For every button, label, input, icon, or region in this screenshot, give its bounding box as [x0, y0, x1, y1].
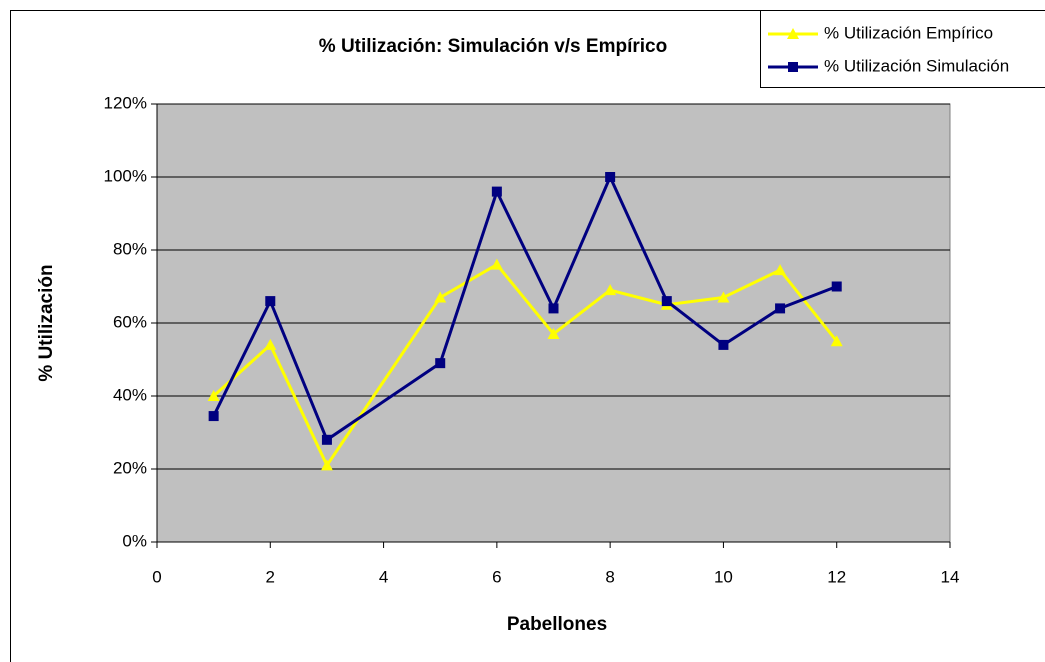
marker [435, 358, 446, 369]
marker [321, 434, 332, 445]
marker [605, 172, 616, 182]
x-tick-label: 14 [941, 567, 960, 586]
marker [787, 28, 799, 39]
marker [547, 327, 560, 339]
marker [661, 296, 672, 307]
marker [320, 459, 333, 471]
marker [491, 186, 502, 197]
marker [208, 411, 219, 422]
x-tick-label: 12 [827, 567, 846, 586]
x-tick-label: 10 [714, 567, 733, 586]
y-tick-label: 40% [113, 385, 147, 404]
marker [717, 291, 730, 303]
y-tick-label: 80% [113, 239, 147, 258]
legend-box [760, 10, 1045, 88]
marker [718, 339, 729, 350]
marker [548, 303, 559, 314]
marker [830, 335, 843, 347]
marker [264, 338, 277, 350]
marker [788, 62, 798, 72]
legend-label: % Utilización Empírico [824, 23, 993, 42]
x-axis-label: Pabellones [507, 614, 607, 635]
x-tick-label: 2 [266, 567, 275, 586]
marker [831, 281, 842, 292]
x-tick-label: 0 [152, 567, 161, 586]
marker [604, 284, 617, 296]
marker [207, 390, 220, 401]
y-axis-label: % Utilización [36, 264, 57, 381]
y-tick-label: 100% [104, 166, 147, 185]
x-tick-label: 4 [379, 567, 388, 586]
legend: % Utilización Empírico % Utilización Simu… [760, 10, 1045, 88]
y-tick-label: 120% [104, 93, 147, 112]
marker [265, 296, 276, 307]
marker [434, 291, 447, 303]
y-tick-label: 60% [113, 312, 147, 331]
y-tick-label: 0% [122, 531, 147, 550]
chart-title: % Utilización: Simulación v/s Empírico [319, 36, 667, 57]
x-tick-label: 6 [492, 567, 501, 586]
marker [775, 303, 786, 314]
y-tick-label: 20% [113, 458, 147, 477]
legend-label: % Utilización Simulación [824, 56, 1009, 75]
x-tick-label: 8 [605, 567, 614, 586]
marker [774, 264, 787, 276]
marker [490, 258, 503, 270]
